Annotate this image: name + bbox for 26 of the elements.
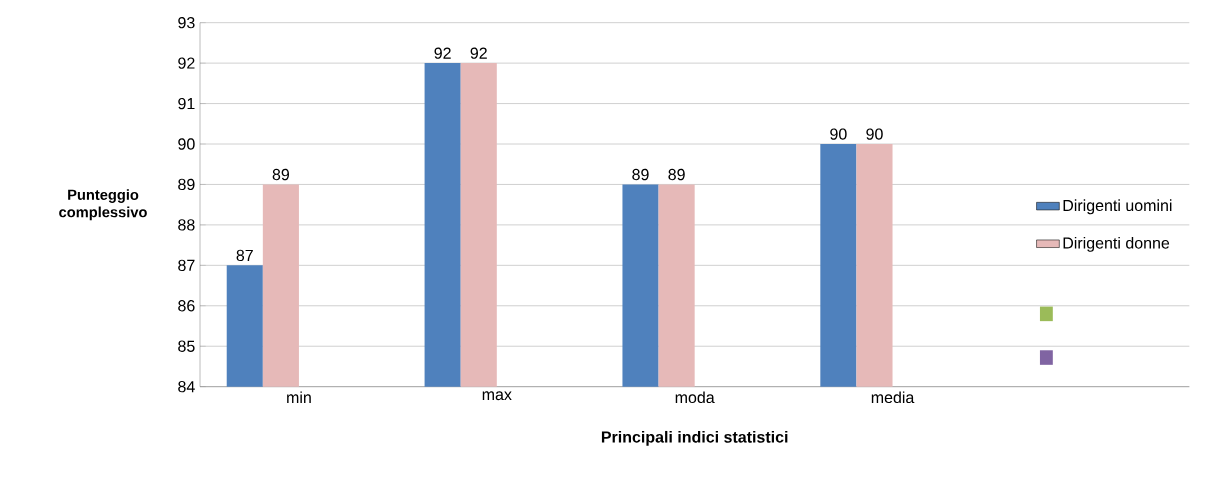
legend-label: Dirigenti donne: [1063, 236, 1170, 252]
y-tick-label: 84: [178, 381, 195, 393]
legend-label: Dirigenti uomini: [1063, 199, 1172, 215]
x-tick-label: media: [871, 391, 915, 404]
y-axis-title: Punteggio complessivo: [59, 189, 147, 221]
data-label: 87: [236, 249, 253, 262]
data-label: 89: [668, 168, 685, 181]
y-tick-label: 86: [178, 300, 195, 312]
data-label: 92: [434, 47, 451, 59]
y-tick-label: 88: [178, 219, 195, 231]
y-tick-label: 89: [178, 178, 195, 191]
y-tick-label: 87: [178, 259, 195, 271]
data-label: 90: [830, 128, 847, 140]
data-label: 92: [470, 47, 487, 59]
y-tick-label: 90: [178, 138, 195, 150]
x-tick-label: moda: [675, 391, 715, 404]
y-tick-label: 91: [178, 97, 195, 110]
x-axis-title: Principali indici statistici: [601, 430, 788, 446]
data-label: 89: [632, 168, 649, 181]
y-tick-label: 92: [178, 57, 195, 69]
data-label: 90: [866, 128, 883, 140]
y-tick-label: 85: [178, 340, 195, 352]
x-tick-label: min: [287, 391, 311, 403]
x-tick-label: max: [482, 391, 512, 401]
y-tick-label: 93: [178, 17, 195, 29]
data-label: 89: [272, 168, 290, 181]
